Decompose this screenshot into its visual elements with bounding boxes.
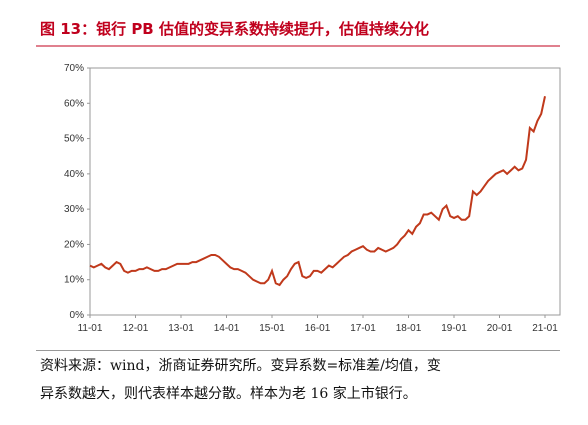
y-tick-label: 40%: [64, 169, 84, 180]
plot-frame: [89, 67, 561, 316]
y-tick-label: 10%: [64, 275, 84, 286]
x-tick-label: 16-01: [305, 323, 331, 334]
source-note: 资料来源：wind，浙商证券研究所。变异系数=标准差/均值，变: [40, 358, 441, 374]
chart-title: 图 13：银行 PB 估值的变异系数持续提升，估值持续分化: [40, 20, 429, 38]
source-note: 异系数越大，则代表样本越分散。样本为老 16 家上市银行。: [40, 386, 417, 402]
note-rule: [36, 350, 560, 351]
x-tick-label: 18-01: [396, 323, 422, 334]
x-tick-label: 15-01: [259, 323, 285, 334]
y-tick-label: 60%: [64, 98, 84, 109]
y-tick-label: 50%: [64, 134, 84, 145]
x-tick-label: 13-01: [168, 323, 194, 334]
x-tick-label: 20-01: [487, 323, 513, 334]
x-tick-label: 19-01: [441, 323, 467, 334]
y-tick-label: 20%: [64, 239, 84, 250]
x-tick-label: 21-01: [532, 323, 558, 334]
x-tick-label: 11-01: [78, 323, 103, 334]
x-tick-label: 17-01: [350, 323, 376, 334]
y-tick-label: 30%: [64, 204, 84, 215]
y-tick-label: 0%: [70, 310, 85, 321]
y-tick-label: 70%: [64, 63, 84, 74]
x-tick-label: 12-01: [123, 323, 149, 334]
chart: 图 13：银行 PB 估值的变异系数持续提升，估值持续分化 0% 10% 20% 30…: [36, 20, 561, 334]
x-tick-label: 14-01: [214, 323, 240, 334]
line-series: [89, 96, 546, 287]
